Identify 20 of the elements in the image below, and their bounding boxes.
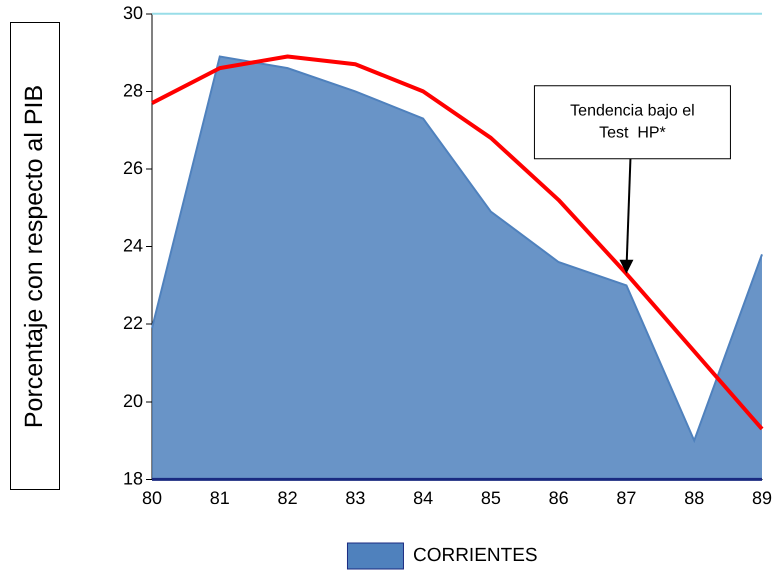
- x-tick-label: 86: [548, 488, 569, 508]
- x-tick-label: 80: [142, 488, 162, 508]
- y-tick-label: 22: [122, 313, 144, 334]
- x-tick-label: 81: [210, 488, 230, 508]
- x-tick-label: 87: [616, 488, 636, 508]
- x-tick-label: 82: [278, 488, 298, 508]
- y-tick-label: 26: [122, 158, 144, 178]
- x-tick-label: 83: [345, 488, 366, 508]
- y-tick-label: 20: [122, 390, 144, 411]
- y-tick-label: 24: [122, 236, 144, 256]
- x-tick-label: 88: [684, 488, 704, 508]
- y-axis-title: Porcentaje con respecto al PIB: [20, 84, 50, 428]
- y-tick-label: 18: [122, 468, 144, 488]
- annotation: Tendencia bajo el Test HP*: [570, 102, 695, 142]
- y-tick-label: 28: [122, 80, 144, 100]
- x-tick-label: 89: [752, 488, 772, 508]
- legend-label: CORRIENTES: [412, 545, 538, 566]
- x-tick-label: 85: [480, 488, 501, 508]
- x-tick-label: 84: [413, 488, 434, 508]
- y-tick-label: 30: [122, 2, 144, 23]
